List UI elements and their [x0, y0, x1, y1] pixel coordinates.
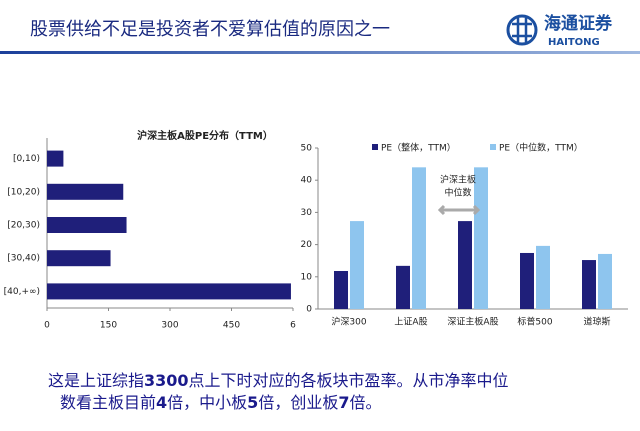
caption-text: 这是上证综指	[48, 371, 145, 390]
annotation: 中位数	[444, 187, 471, 199]
bar	[47, 283, 291, 300]
y-tick-label: 40	[301, 176, 313, 186]
bar	[47, 150, 64, 167]
legend-swatch	[490, 144, 496, 150]
bar	[350, 221, 364, 309]
y-tick-label: [10,20)	[7, 187, 40, 197]
logo-en: HAITONG	[548, 37, 600, 48]
y-tick-label: [30,40)	[7, 254, 40, 264]
y-tick-label: [0,10)	[13, 154, 40, 164]
logo: 海通证券 HAITONG	[506, 13, 613, 48]
caption-text: 数看主板目前	[60, 393, 157, 412]
legend-label: PE（中位数，TTM）	[499, 142, 583, 154]
x-tick-label: 300	[161, 321, 178, 331]
x-tick-label: 深证主板A股	[447, 316, 498, 328]
y-tick-label: [20,30)	[7, 221, 40, 231]
y-tick-label: 10	[301, 272, 313, 282]
x-tick-label: 0	[44, 321, 50, 331]
bar	[520, 252, 534, 309]
header-rule	[0, 51, 640, 54]
caption-line: 数看主板目前4倍，中小板5倍，创业板7倍。	[48, 392, 509, 414]
bar	[47, 250, 111, 267]
bar	[47, 217, 127, 233]
legend-swatch	[372, 144, 378, 150]
bar	[598, 253, 612, 309]
y-tick-label: 30	[301, 208, 313, 218]
caption-text: 倍，中小板	[167, 393, 248, 412]
logo-text: 海通证券	[544, 13, 613, 34]
caption-text: 5	[247, 393, 259, 412]
bar	[458, 221, 472, 309]
x-tick-label: 标普500	[517, 316, 552, 328]
caption-text: 点上下时对应的各板块市盈率。从市净率中位	[188, 371, 509, 390]
bar	[582, 260, 596, 309]
caption-line: 这是上证综指3300点上下时对应的各板块市盈率。从市净率中位	[48, 370, 509, 392]
legend-label: PE（整体，TTM）	[381, 142, 456, 154]
x-tick-label: 沪深300	[331, 316, 366, 328]
bar	[536, 245, 550, 309]
caption-text: 倍。	[349, 393, 382, 412]
bar	[474, 167, 488, 309]
y-tick-label: [40,+∞)	[4, 287, 40, 297]
y-tick-label: 50	[301, 144, 313, 154]
x-tick-label: 道琼斯	[583, 316, 610, 328]
y-tick-label: 0	[306, 305, 312, 315]
x-tick-label: 上证A股	[394, 317, 427, 328]
x-tick-label: 6	[290, 321, 296, 331]
bar	[412, 167, 426, 309]
page-title: 股票供给不足是投资者不爱算估值的原因之一	[30, 19, 390, 40]
caption-text: 倍，创业板	[258, 393, 339, 412]
bar	[47, 183, 124, 200]
caption: 这是上证综指3300点上下时对应的各板块市盈率。从市净率中位 数看主板目前4倍，中…	[48, 370, 509, 414]
annotation: 沪深主板	[440, 174, 476, 186]
caption-text: 7	[338, 393, 350, 412]
x-tick-label: 450	[223, 321, 240, 331]
chart-title: 沪深主板A股PE分布（TTM）	[137, 129, 273, 142]
x-tick-label: 150	[100, 321, 117, 331]
bar	[334, 271, 348, 309]
caption-text: 4	[156, 393, 168, 412]
caption-text: 3300	[144, 371, 189, 390]
bar	[396, 265, 410, 309]
y-tick-label: 20	[301, 240, 313, 250]
annotation-arrow	[437, 204, 481, 216]
